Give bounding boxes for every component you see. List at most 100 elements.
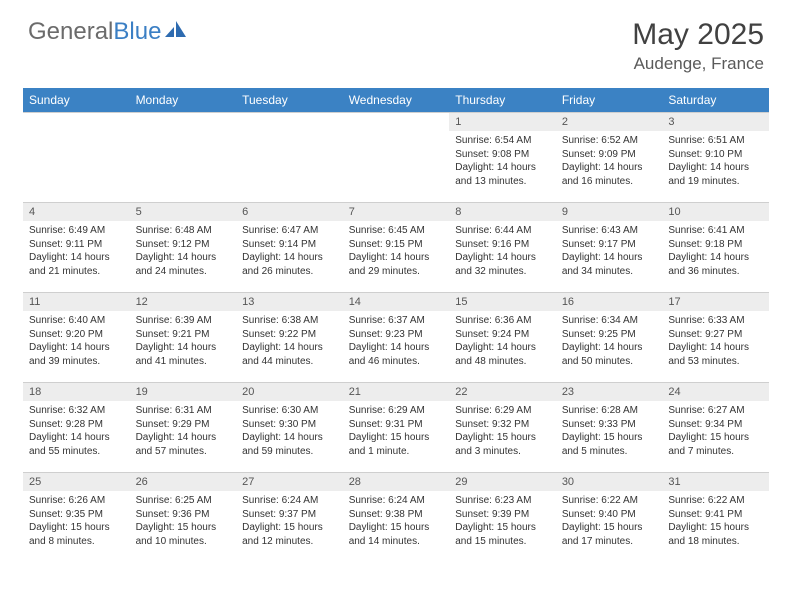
sunset-text: Sunset: 9:14 PM [242,238,337,252]
sunrise-text: Sunrise: 6:31 AM [136,404,231,418]
calendar-day-cell [130,113,237,203]
day-number: 26 [130,473,237,491]
sunset-text: Sunset: 9:24 PM [455,328,550,342]
sunrise-text: Sunrise: 6:45 AM [349,224,444,238]
daylight-text-2: and 26 minutes. [242,265,337,279]
day-details: Sunrise: 6:25 AMSunset: 9:36 PMDaylight:… [130,491,237,552]
daylight-text-1: Daylight: 14 hours [242,431,337,445]
day-number: 21 [343,383,450,401]
day-details: Sunrise: 6:33 AMSunset: 9:27 PMDaylight:… [662,311,769,372]
daylight-text-2: and 21 minutes. [29,265,124,279]
daylight-text-1: Daylight: 14 hours [562,251,657,265]
sunset-text: Sunset: 9:37 PM [242,508,337,522]
daylight-text-2: and 5 minutes. [562,445,657,459]
weekday-header: Tuesday [236,88,343,113]
daylight-text-1: Daylight: 14 hours [29,341,124,355]
sunset-text: Sunset: 9:17 PM [562,238,657,252]
daylight-text-1: Daylight: 14 hours [242,251,337,265]
calendar-week-row: 18Sunrise: 6:32 AMSunset: 9:28 PMDayligh… [23,383,769,473]
daylight-text-1: Daylight: 14 hours [668,251,763,265]
daylight-text-1: Daylight: 14 hours [136,431,231,445]
calendar-day-cell [343,113,450,203]
weekday-header: Monday [130,88,237,113]
sunset-text: Sunset: 9:36 PM [136,508,231,522]
sunrise-text: Sunrise: 6:36 AM [455,314,550,328]
day-number: 18 [23,383,130,401]
daylight-text-1: Daylight: 15 hours [29,521,124,535]
daylight-text-2: and 1 minute. [349,445,444,459]
sunrise-text: Sunrise: 6:51 AM [668,134,763,148]
calendar-day-cell: 10 Sunrise: 6:41 AMSunset: 9:18 PMDayligh… [662,203,769,293]
sunset-text: Sunset: 9:12 PM [136,238,231,252]
calendar-week-row: 1Sunrise: 6:54 AMSunset: 9:08 PMDaylight… [23,113,769,203]
calendar-day-cell: 9Sunrise: 6:43 AMSunset: 9:17 PMDaylight… [556,203,663,293]
calendar-day-cell: 22Sunrise: 6:29 AMSunset: 9:32 PMDayligh… [449,383,556,473]
day-number: 12 [130,293,237,311]
day-number: 8 [449,203,556,221]
sunset-text: Sunset: 9:08 PM [455,148,550,162]
daylight-text-1: Daylight: 15 hours [349,431,444,445]
location-label: Audenge, France [632,54,764,74]
daylight-text-2: and 57 minutes. [136,445,231,459]
day-number: 9 [556,203,663,221]
daylight-text-2: and 24 minutes. [136,265,231,279]
sunrise-text: Sunrise: 6:27 AM [668,404,763,418]
day-number: 23 [556,383,663,401]
day-details: Sunrise: 6:44 AMSunset: 9:16 PMDaylight:… [449,221,556,282]
day-details: Sunrise: 6:22 AMSunset: 9:40 PMDaylight:… [556,491,663,552]
daylight-text-1: Daylight: 14 hours [29,431,124,445]
logo-text-1: General [28,18,113,46]
daylight-text-2: and 7 minutes. [668,445,763,459]
day-number: 4 [23,203,130,221]
daylight-text-1: Daylight: 15 hours [668,431,763,445]
day-number: 17 [662,293,769,311]
sunset-text: Sunset: 9:34 PM [668,418,763,432]
day-details: Sunrise: 6:27 AMSunset: 9:34 PMDaylight:… [662,401,769,462]
daylight-text-1: Daylight: 14 hours [455,251,550,265]
day-number: 10 [662,203,769,221]
daylight-text-1: Daylight: 15 hours [455,521,550,535]
daylight-text-1: Daylight: 14 hours [136,251,231,265]
calendar-day-cell: 19Sunrise: 6:31 AMSunset: 9:29 PMDayligh… [130,383,237,473]
calendar-day-cell: 21Sunrise: 6:29 AMSunset: 9:31 PMDayligh… [343,383,450,473]
weekday-header: Thursday [449,88,556,113]
daylight-text-2: and 14 minutes. [349,535,444,549]
calendar-day-cell: 13Sunrise: 6:38 AMSunset: 9:22 PMDayligh… [236,293,343,383]
day-number: 24 [662,383,769,401]
day-details: Sunrise: 6:45 AMSunset: 9:15 PMDaylight:… [343,221,450,282]
daylight-text-2: and 32 minutes. [455,265,550,279]
daylight-text-1: Daylight: 14 hours [562,341,657,355]
day-number: 25 [23,473,130,491]
weekday-header: Wednesday [343,88,450,113]
day-details: Sunrise: 6:28 AMSunset: 9:33 PMDaylight:… [556,401,663,462]
calendar-day-cell: 26Sunrise: 6:25 AMSunset: 9:36 PMDayligh… [130,473,237,563]
daylight-text-2: and 55 minutes. [29,445,124,459]
sunrise-text: Sunrise: 6:41 AM [668,224,763,238]
sunrise-text: Sunrise: 6:49 AM [29,224,124,238]
sunrise-text: Sunrise: 6:32 AM [29,404,124,418]
daylight-text-2: and 10 minutes. [136,535,231,549]
sunset-text: Sunset: 9:18 PM [668,238,763,252]
month-title: May 2025 [632,18,764,52]
daylight-text-1: Daylight: 14 hours [242,341,337,355]
sunset-text: Sunset: 9:23 PM [349,328,444,342]
daylight-text-1: Daylight: 14 hours [562,161,657,175]
day-number: 22 [449,383,556,401]
daylight-text-2: and 3 minutes. [455,445,550,459]
calendar-day-cell: 18Sunrise: 6:32 AMSunset: 9:28 PMDayligh… [23,383,130,473]
sunrise-text: Sunrise: 6:30 AM [242,404,337,418]
title-block: May 2025 Audenge, France [632,18,764,74]
calendar-table: SundayMondayTuesdayWednesdayThursdayFrid… [23,88,769,563]
daylight-text-1: Daylight: 15 hours [349,521,444,535]
sunset-text: Sunset: 9:21 PM [136,328,231,342]
daylight-text-1: Daylight: 14 hours [668,341,763,355]
calendar-day-cell: 15Sunrise: 6:36 AMSunset: 9:24 PMDayligh… [449,293,556,383]
day-details: Sunrise: 6:30 AMSunset: 9:30 PMDaylight:… [236,401,343,462]
day-number: 27 [236,473,343,491]
logo-sail-icon [165,18,187,46]
day-details: Sunrise: 6:39 AMSunset: 9:21 PMDaylight:… [130,311,237,372]
day-number: 13 [236,293,343,311]
sunset-text: Sunset: 9:22 PM [242,328,337,342]
day-number: 16 [556,293,663,311]
daylight-text-2: and 53 minutes. [668,355,763,369]
